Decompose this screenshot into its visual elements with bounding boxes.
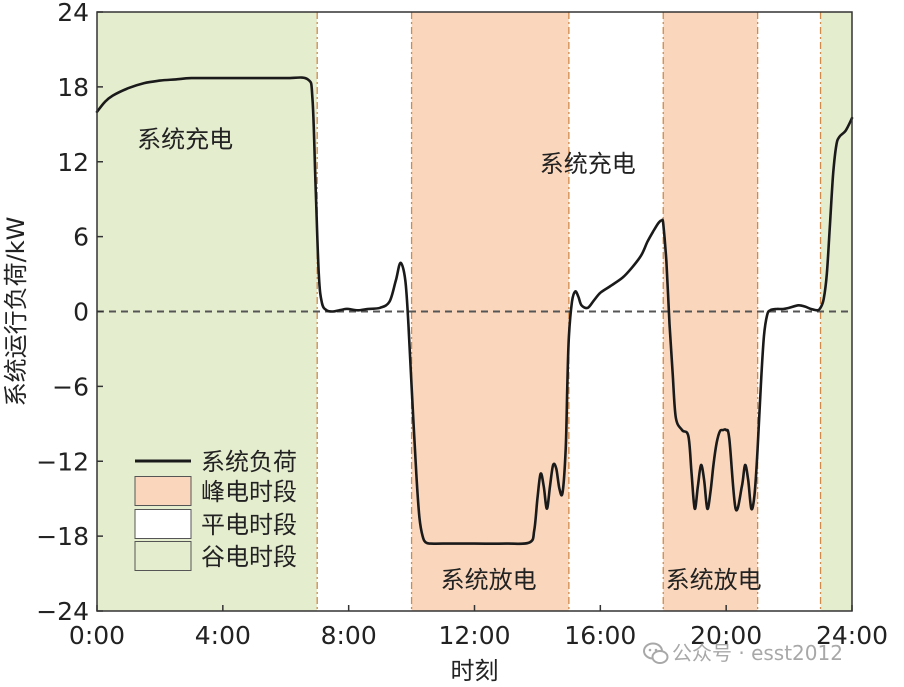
y-tick-label: −12 [36,447,89,476]
x-tick-label: 16:00 [564,621,636,650]
y-tick-label: −24 [36,597,89,626]
x-axis-title: 时刻 [451,657,499,685]
legend-item-valley: 谷电时段 [134,541,297,571]
series-line-0 [95,76,854,546]
wechat-icon [643,642,669,664]
x-tick-label: 20:00 [690,621,762,650]
legend-item-flat: 平电时段 [134,509,297,539]
y-tick-label: 6 [73,223,89,252]
x-tick-label: 12:00 [438,621,510,650]
legend-label-load: 系统负荷 [201,448,297,476]
legend: 系统负荷 峰电时段 平电时段 谷电时段 [134,448,297,571]
y-tick-label: 18 [57,73,89,102]
legend-item-load: 系统负荷 [135,448,297,476]
watermark-text: 公众号 · esst2012 [672,641,843,665]
annotation-label: 系统充电 [137,125,233,153]
series-layer [95,76,854,546]
legend-label-peak: 峰电时段 [201,478,297,506]
legend-label-valley: 谷电时段 [201,543,297,571]
y-tick-label: 24 [57,0,89,27]
y-tick-label: 0 [73,298,89,327]
y-tick-label: 12 [57,148,89,177]
x-tick-label: 0:00 [69,621,125,650]
y-axis-title: 系统运行负荷/kW [2,217,30,407]
legend-swatch-valley [134,541,192,571]
y-tick-label: −6 [52,372,89,401]
axis-ticks: 0:00 4:00 8:00 12:00 16:00 20:00 24:00 24 18 12 6 0… [36,0,888,650]
x-tick-label: 24:00 [816,621,888,650]
x-tick-label: 4:00 [195,621,251,650]
legend-item-peak: 峰电时段 [134,476,297,506]
y-tick-label: −18 [36,522,89,551]
annotation-label: 系统放电 [441,566,537,594]
legend-label-flat: 平电时段 [201,511,297,539]
legend-swatch-peak [134,476,192,506]
legend-swatch-flat [134,509,192,539]
annotation-label: 系统充电 [540,150,636,178]
watermark: 公众号 · esst2012 [643,641,843,665]
annotation-label: 系统放电 [666,566,762,594]
x-tick-label: 8:00 [321,621,377,650]
